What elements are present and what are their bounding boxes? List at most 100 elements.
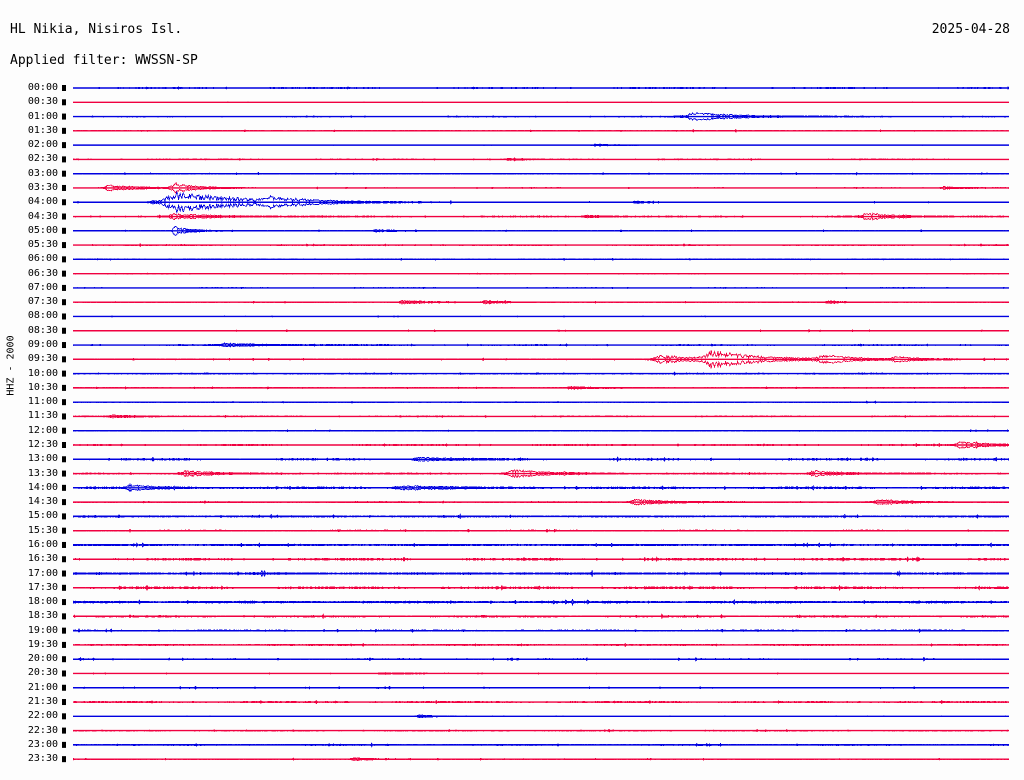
trace-row-1300	[72, 456, 1010, 463]
row-tick	[62, 313, 66, 320]
trace-row-0630	[73, 272, 1009, 275]
trace-row-0430	[72, 212, 1010, 221]
row-tick	[62, 541, 66, 548]
trace-row-1800	[72, 598, 1010, 606]
time-label-0430: 04:30	[27, 210, 58, 222]
row-tick	[62, 384, 66, 391]
time-label-1200: 12:00	[27, 424, 58, 436]
row-tick	[62, 327, 66, 334]
time-label-2130: 21:30	[27, 696, 58, 708]
trace-row-1700	[72, 569, 1010, 578]
time-label-0130: 01:30	[27, 124, 58, 136]
trace-row-1330	[72, 469, 1010, 478]
time-label-0930: 09:30	[27, 353, 58, 365]
time-label-2200: 22:00	[27, 710, 58, 722]
seismogram-traces	[0, 80, 1024, 774]
row-tick	[62, 670, 66, 677]
trace-row-2230	[72, 728, 1009, 733]
row-tick	[62, 613, 66, 620]
row-tick	[62, 85, 66, 91]
row-tick	[62, 456, 66, 463]
trace-row-1500	[72, 513, 1010, 520]
trace-row-1000	[72, 371, 1010, 376]
time-label-1000: 10:00	[27, 367, 58, 379]
row-tick	[62, 270, 66, 277]
trace-row-1930	[72, 642, 1010, 647]
row-tick	[62, 284, 66, 291]
time-label-1530: 15:30	[27, 524, 58, 536]
time-label-0100: 01:00	[27, 110, 58, 122]
trace-row-1400	[72, 483, 1010, 493]
trace-row-1200	[72, 429, 1010, 433]
time-label-0230: 02:30	[27, 153, 58, 165]
trace-row-2030	[72, 672, 1010, 675]
row-tick	[62, 727, 66, 734]
time-label-1130: 11:30	[27, 410, 58, 422]
time-label-1800: 18:00	[27, 596, 58, 608]
time-label-0530: 05:30	[27, 239, 58, 251]
applied-filter-label: Applied filter: WWSSN-SP	[10, 53, 198, 68]
time-label-2330: 23:30	[27, 753, 58, 765]
time-label-2100: 21:00	[27, 681, 58, 693]
time-label-0000: 00:00	[27, 82, 58, 93]
row-tick	[62, 199, 66, 206]
trace-row-1900	[72, 628, 1010, 634]
row-tick	[62, 184, 66, 191]
trace-row-0200	[72, 143, 1009, 147]
trace-row-0000	[72, 86, 1010, 90]
time-label-1330: 13:30	[27, 467, 58, 479]
time-label-1230: 12:30	[27, 439, 58, 450]
row-tick	[62, 299, 66, 306]
row-tick	[62, 699, 66, 706]
row-tick	[62, 513, 66, 520]
row-tick	[62, 170, 66, 177]
row-tick	[62, 442, 66, 448]
time-label-2230: 22:30	[27, 724, 58, 736]
row-tick	[62, 99, 66, 106]
row-tick	[62, 584, 66, 591]
trace-row-1600	[72, 542, 1010, 548]
trace-row-0930	[72, 350, 1010, 369]
row-tick	[62, 113, 66, 120]
time-label-1730: 17:30	[27, 581, 58, 593]
trace-row-2200	[72, 714, 1009, 719]
time-label-1030: 10:30	[27, 381, 58, 393]
time-label-1500: 15:00	[27, 510, 58, 522]
row-tick	[62, 242, 66, 249]
time-label-1900: 19:00	[27, 624, 58, 636]
trace-row-1830	[72, 613, 1010, 620]
row-tick	[62, 741, 66, 748]
time-label-0300: 03:00	[27, 167, 58, 179]
row-tick	[62, 470, 66, 477]
time-label-0800: 08:00	[27, 310, 58, 322]
row-tick	[62, 656, 66, 663]
time-label-0730: 07:30	[27, 296, 58, 308]
time-label-1400: 14:00	[27, 481, 58, 493]
trace-row-1030	[72, 385, 1010, 390]
trace-row-0600	[72, 257, 1009, 261]
row-tick	[62, 427, 66, 434]
time-label-0200: 02:00	[27, 139, 58, 151]
time-label-1300: 13:00	[27, 453, 58, 465]
time-label-1830: 18:30	[27, 610, 58, 622]
time-label-1630: 16:30	[27, 553, 58, 565]
row-tick	[62, 756, 66, 763]
time-label-2300: 23:00	[27, 738, 58, 750]
station-title: HL Nikia, Nisiros Isl.	[10, 22, 183, 37]
trace-row-0230	[72, 157, 1010, 162]
row-tick	[62, 142, 66, 149]
row-tick	[62, 627, 66, 634]
time-label-1100: 11:00	[27, 396, 58, 408]
time-label-1430: 14:30	[27, 496, 58, 508]
time-label-1700: 17:00	[27, 567, 58, 579]
trace-row-0100	[72, 112, 1010, 121]
time-label-0830: 08:30	[27, 324, 58, 336]
trace-row-1100	[72, 400, 1010, 404]
time-label-0330: 03:30	[27, 181, 58, 193]
record-date: 2025-04-28	[931, 22, 1010, 37]
trace-row-0300	[72, 171, 1010, 176]
row-tick	[62, 127, 66, 134]
time-label-2000: 20:00	[27, 653, 58, 665]
trace-row-0830	[72, 328, 1010, 333]
